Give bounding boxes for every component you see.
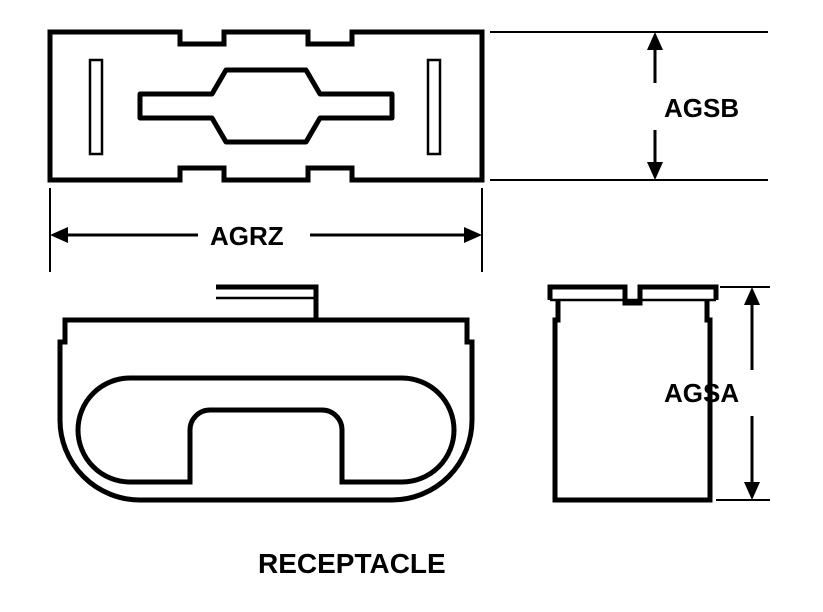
front-view	[60, 287, 472, 500]
label-agrz: AGRZ	[210, 221, 284, 252]
title-label: RECEPTACLE	[258, 548, 446, 580]
label-agsb: AGSB	[664, 93, 739, 124]
label-agsa: AGSA	[664, 378, 739, 409]
top-view	[50, 32, 482, 180]
diagram-container: AGSB AGRZ AGSA RECEPTACLE	[0, 0, 823, 612]
technical-drawing-svg	[0, 0, 823, 612]
